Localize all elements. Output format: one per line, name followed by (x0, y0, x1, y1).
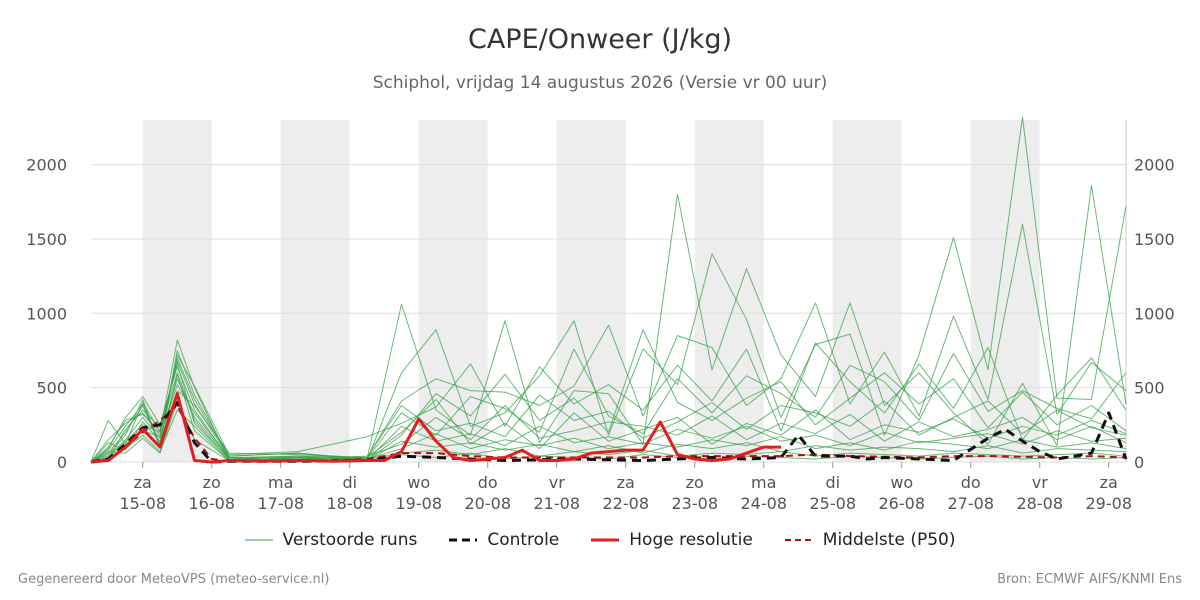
x-tick-date-6: 21-08 (534, 494, 581, 513)
legend-swatch-control (449, 538, 478, 542)
x-tick-date-7: 22-08 (603, 494, 650, 513)
legend-swatch-perturbed (244, 539, 273, 541)
legend-label-median: Middelste (P50) (822, 530, 956, 550)
legend-item-control: Controle (449, 530, 559, 550)
day-band-3 (556, 120, 626, 462)
x-tick-day-7: za (617, 473, 635, 492)
x-tick-day-4: wo (407, 473, 430, 492)
x-tick-day-14: za (1100, 473, 1118, 492)
x-tick-day-6: vr (549, 473, 565, 492)
x-tick-date-2: 17-08 (258, 494, 305, 513)
series-line-perturbed-13 (90, 372, 1127, 463)
legend-label-hires: Hoge resolutie (629, 530, 753, 550)
series-line-perturbed-8 (90, 329, 1127, 463)
x-tick-date-9: 24-08 (741, 494, 788, 513)
x-tick-day-2: ma (268, 473, 293, 492)
x-tick-date-10: 25-08 (810, 494, 857, 513)
y-tick-label-right-1: 500 (1134, 379, 1165, 398)
legend-label-perturbed: Verstoorde runs (282, 530, 418, 550)
series-line-perturbed-15 (90, 360, 1127, 463)
y-tick-label-right-2: 1000 (1134, 304, 1175, 323)
footer-source-credit: Bron: ECMWF AIFS/KNMI Ens (997, 572, 1182, 587)
series-line-perturbed-4 (90, 116, 1127, 463)
y-tick-label-right-3: 1500 (1134, 230, 1175, 249)
x-tick-date-4: 19-08 (396, 494, 443, 513)
day-band-4 (694, 120, 764, 462)
legend-item-perturbed: Verstoorde runs (244, 530, 418, 550)
x-tick-date-11: 26-08 (879, 494, 926, 513)
series-line-perturbed-11 (90, 384, 1127, 463)
x-tick-day-5: do (478, 473, 498, 492)
y-tick-label-right-0: 0 (1134, 453, 1144, 472)
series-line-perturbed-6 (90, 342, 1127, 463)
x-tick-date-12: 27-08 (948, 494, 995, 513)
legend-swatch-median (784, 539, 813, 541)
x-tick-date-3: 18-08 (327, 494, 374, 513)
y-tick-label-left-4: 2000 (26, 156, 67, 175)
footer-generator-credit: Gegenereerd door MeteoVPS (meteo-service… (18, 572, 330, 587)
x-tick-day-0: za (134, 473, 152, 492)
legend-item-hires: Hoge resolutie (591, 530, 753, 550)
chart-title: CAPE/Onweer (J/kg) (467, 24, 732, 55)
x-tick-date-14: 29-08 (1086, 494, 1133, 513)
day-band-6 (970, 120, 1040, 462)
series-line-perturbed-10 (90, 373, 1127, 463)
y-tick-label-left-2: 1000 (26, 304, 67, 323)
series-line-perturbed-3 (90, 184, 1127, 463)
chart-subtitle: Schiphol, vrijdag 14 augustus 2026 (Vers… (372, 73, 828, 93)
x-tick-day-1: zo (203, 473, 221, 492)
y-tick-label-left-0: 0 (57, 453, 67, 472)
series-line-perturbed-9 (90, 390, 1127, 463)
legend-swatch-hires (591, 538, 620, 542)
x-tick-date-0: 15-08 (120, 494, 167, 513)
y-tick-label-left-1: 500 (36, 379, 67, 398)
day-band-5 (832, 120, 902, 462)
x-tick-date-13: 28-08 (1017, 494, 1064, 513)
x-tick-date-5: 20-08 (465, 494, 512, 513)
x-tick-day-11: wo (890, 473, 913, 492)
y-tick-label-left-3: 1500 (26, 230, 67, 249)
x-tick-day-13: vr (1032, 473, 1048, 492)
x-tick-day-9: ma (751, 473, 776, 492)
x-tick-day-8: zo (686, 473, 704, 492)
legend-label-control: Controle (487, 530, 560, 550)
x-tick-day-12: do (961, 473, 981, 492)
chart-legend: Verstoorde runs Controle Hoge resolutie … (0, 530, 1200, 550)
day-band-1 (280, 120, 350, 462)
x-tick-day-10: di (825, 473, 840, 492)
series-line-hires-0 (90, 392, 781, 464)
x-tick-date-8: 23-08 (672, 494, 719, 513)
x-tick-date-1: 16-08 (189, 494, 236, 513)
legend-item-median: Middelste (P50) (784, 530, 956, 550)
y-tick-label-right-4: 2000 (1134, 156, 1175, 175)
x-tick-day-3: di (342, 473, 357, 492)
